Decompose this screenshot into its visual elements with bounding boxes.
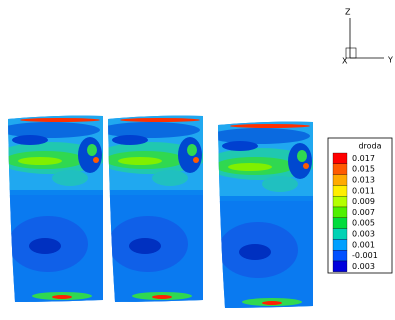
legend-label: 0.007 [352, 208, 375, 217]
axis-label: X [342, 57, 348, 66]
legend-label: 0.003 [352, 262, 375, 271]
legend-label: 0.013 [352, 176, 375, 185]
blade-3 [218, 121, 313, 308]
legend-label: 0.009 [352, 197, 375, 206]
legend-swatch [332, 163, 348, 175]
legend-swatch [332, 217, 348, 229]
legend-swatch [332, 174, 348, 186]
blade-2 [108, 115, 203, 302]
legend-label: 0.005 [352, 219, 375, 228]
legend-label: 0.003 [352, 230, 375, 239]
legend-swatch [332, 185, 348, 197]
blade-1 [8, 115, 103, 302]
legend-title: droda [358, 142, 381, 151]
legend-swatch [332, 239, 348, 251]
legend-label: -0.001 [352, 251, 378, 260]
axis-label: Y [387, 56, 393, 65]
legend-swatch [332, 260, 348, 272]
legend-swatch [332, 250, 348, 262]
legend-label: 0.017 [352, 154, 375, 163]
legend-swatch [332, 206, 348, 218]
legend-swatch [332, 196, 348, 208]
axis-label: Z [345, 8, 351, 17]
legend-swatch [332, 152, 348, 164]
axis-triad: Z Y X [342, 8, 393, 66]
legend-label: 0.011 [352, 186, 375, 195]
legend-swatch [332, 228, 348, 240]
legend-label: 0.015 [352, 165, 375, 174]
legend-label: 0.001 [352, 240, 375, 249]
